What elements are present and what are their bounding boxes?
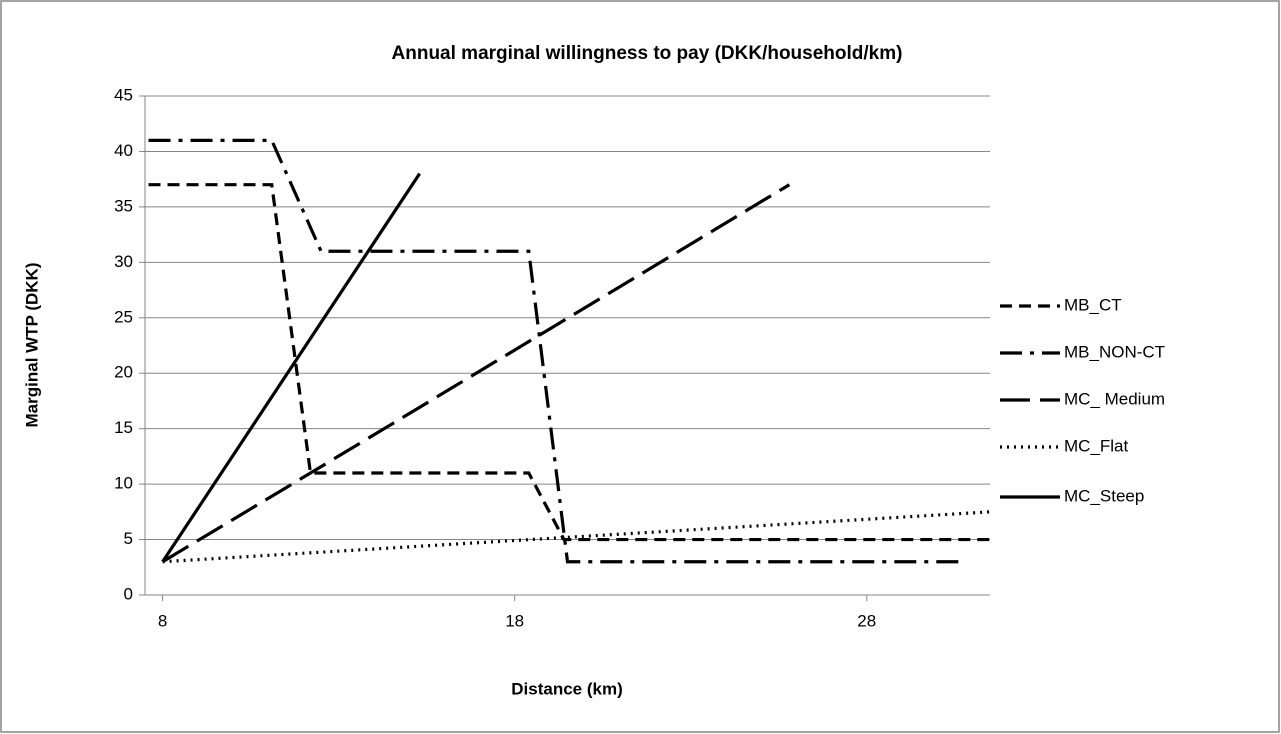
- line-series: [161, 183, 791, 564]
- y-tick-label: 0: [124, 584, 133, 603]
- y-tick-label: 35: [114, 196, 133, 215]
- legend-label: MB_CT: [1064, 295, 1122, 314]
- y-tick-label: 5: [124, 529, 133, 548]
- legend-label: MC_Steep: [1064, 486, 1144, 505]
- line-series: [162, 510, 991, 564]
- x-tick-label: 18: [505, 611, 524, 630]
- y-tick-label: 45: [114, 85, 133, 104]
- y-axis-label: Marginal WTP (DKK): [22, 263, 41, 428]
- y-tick-label: 10: [114, 474, 133, 493]
- y-tick-label: 30: [114, 252, 133, 271]
- y-tick-label: 20: [114, 363, 133, 382]
- x-axis-label: Distance (km): [511, 679, 622, 698]
- legend-label: MC_Flat: [1064, 436, 1129, 455]
- legend-label: MC_ Medium: [1064, 389, 1165, 408]
- line-series: [161, 172, 421, 563]
- line-series: [148, 183, 990, 542]
- y-tick-label: 40: [114, 141, 133, 160]
- y-tick-label: 25: [114, 307, 133, 326]
- y-tick-label: 15: [114, 418, 133, 437]
- chart-title: Annual marginal willingness to pay (DKK/…: [392, 43, 903, 64]
- x-tick-label: 28: [857, 611, 876, 630]
- line-series: [148, 138, 962, 564]
- x-tick-label: 8: [158, 611, 167, 630]
- legend-label: MB_NON-CT: [1064, 342, 1165, 361]
